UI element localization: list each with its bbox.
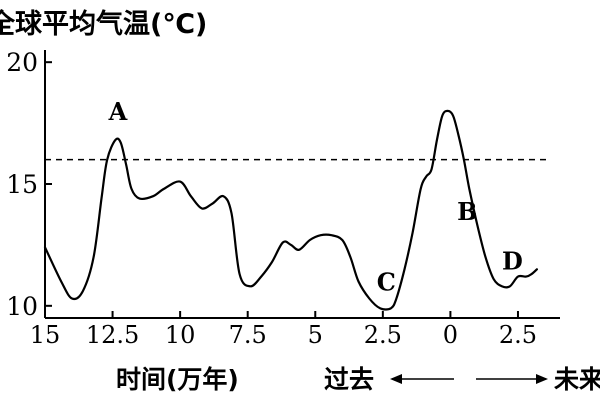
y-axis-title: 全球平均气温(℃) [0,9,208,40]
x-axis-title: 时间(万年) [116,365,239,394]
x-tick-label: 2.5 [364,321,402,349]
annotation-label-d: D [502,246,523,275]
direction-future-label: 未来 [554,365,600,394]
y-tick-label: 20 [6,48,38,77]
y-tick-label: 15 [6,170,38,199]
arrow-future-head [536,374,548,384]
annotation-label-c: C [377,267,396,296]
x-axis-ticks: 15 12.5 10 7.5 5 2.5 0 2.5 [30,311,537,349]
y-axis-ticks: 10 15 20 [6,48,52,321]
direction-arrows [390,374,548,384]
x-tick-label: 0 [443,321,458,349]
x-tick-label: 10 [165,321,196,349]
y-tick-label: 10 [6,292,38,321]
x-tick-label: 5 [308,321,323,349]
x-tick-label: 2.5 [499,321,537,349]
direction-past-label: 过去 [324,365,375,394]
point-annotations: A B C D [108,97,523,296]
x-tick-label: 15 [30,321,61,349]
annotation-label-b: B [457,197,477,226]
x-tick-label: 7.5 [229,321,267,349]
arrow-past-head [390,374,402,384]
temperature-series-line [43,109,538,311]
annotation-label-a: A [108,97,128,126]
x-tick-label: 12.5 [86,321,139,349]
